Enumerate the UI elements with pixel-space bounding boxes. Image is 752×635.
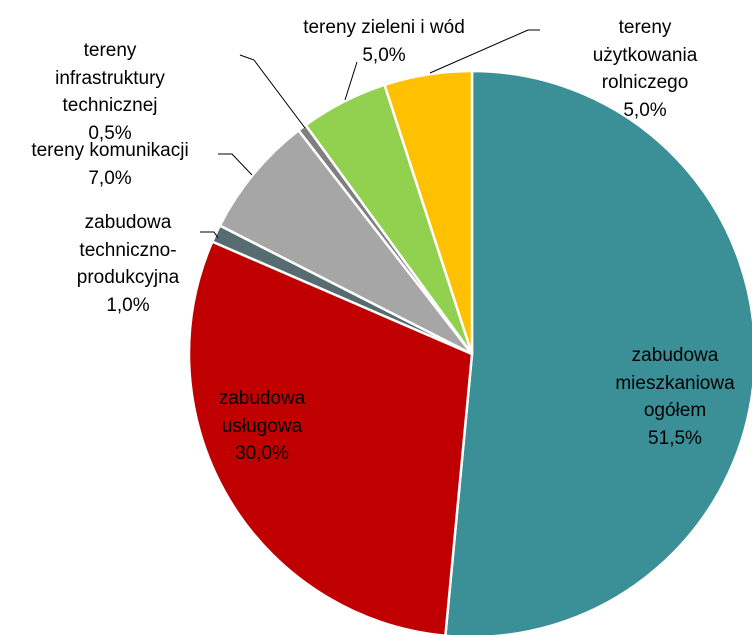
pie [187, 69, 752, 635]
pie-slice [444, 69, 752, 635]
pie-slice [382, 69, 474, 355]
slice-label: tereny infrastruktury technicznej 0,5% [55, 37, 165, 147]
leader-line [429, 29, 540, 74]
slice-label: tereny użytkowania rolniczego 5,0% [592, 14, 699, 124]
category-label: zabudowa usługowa [218, 388, 306, 437]
value-label: 30,0% [235, 443, 289, 464]
leader-line [218, 153, 253, 176]
leader-line [344, 61, 358, 101]
category-label: tereny infrastruktury technicznej [55, 40, 165, 116]
category-label: tereny zieleni i wód [303, 17, 465, 38]
pie-slice [218, 128, 473, 356]
value-label: 5,0% [362, 44, 406, 66]
category-label: zabudowa techniczno- produkcyjna [76, 212, 180, 288]
value-label: 7,0% [88, 167, 132, 189]
slice-label: zabudowa usługowa 30,0% [219, 385, 306, 468]
slice-label: tereny komunikacji 7,0% [31, 137, 188, 192]
category-label: zabudowa mieszkaniowa ogółem [615, 345, 735, 421]
value-label: 51,5% [648, 427, 702, 449]
value-label: 0,5% [88, 122, 132, 144]
leader-line [239, 54, 306, 129]
value-label: 1,0% [106, 294, 150, 316]
slice-label: zabudowa techniczno- produkcyjna 1,0% [77, 209, 179, 319]
value-label: 5,0% [623, 99, 667, 121]
category-label: tereny użytkowania rolniczego [592, 17, 698, 93]
pie-slice [187, 239, 474, 635]
slice-label: zabudowa mieszkaniowa ogółem 51,5% [615, 342, 734, 452]
slice-label: tereny zieleni i wód 5,0% [303, 14, 465, 69]
category-label: tereny komunikacji [31, 140, 189, 161]
leader-line [200, 231, 219, 239]
